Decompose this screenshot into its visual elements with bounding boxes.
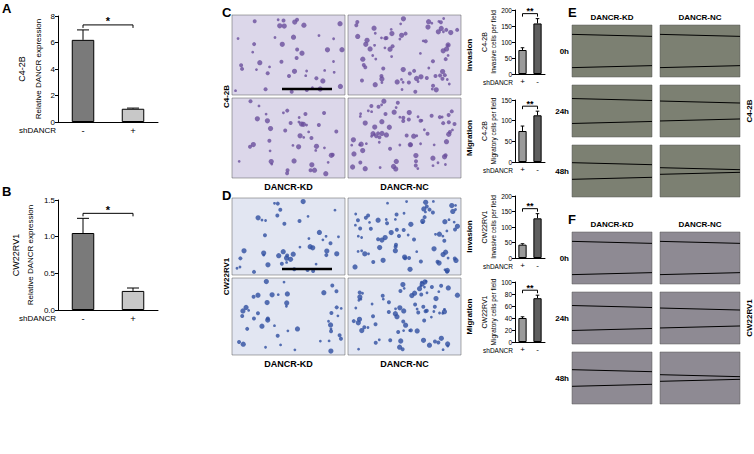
svg-text:*: * xyxy=(106,204,111,216)
svg-text:*: * xyxy=(106,15,111,27)
svg-text:D: D xyxy=(222,188,231,203)
svg-text:DANCR-NC: DANCR-NC xyxy=(678,13,721,22)
svg-text:2: 2 xyxy=(51,91,56,100)
svg-text:20: 20 xyxy=(505,327,513,334)
svg-text:-: - xyxy=(536,261,539,270)
svg-text:150: 150 xyxy=(501,97,512,104)
svg-text:shDANCR: shDANCR xyxy=(483,347,513,354)
svg-text:Migration: Migration xyxy=(465,120,474,156)
svg-text:-: - xyxy=(536,345,539,354)
svg-text:Relative DANCR expression: Relative DANCR expression xyxy=(34,19,43,119)
svg-text:F: F xyxy=(568,212,576,227)
svg-text:C4-2B: C4-2B xyxy=(222,85,231,108)
svg-text:DANCR-KD: DANCR-KD xyxy=(590,220,633,229)
svg-text:1.0: 1.0 xyxy=(44,232,56,241)
svg-text:200: 200 xyxy=(501,193,512,200)
svg-text:50: 50 xyxy=(505,239,513,246)
svg-text:shDANCR: shDANCR xyxy=(483,79,513,86)
svg-text:-: - xyxy=(81,125,84,136)
svg-text:150: 150 xyxy=(501,208,512,215)
svg-text:DANCR-NC: DANCR-NC xyxy=(380,359,429,369)
svg-text:0h: 0h xyxy=(560,47,569,56)
svg-text:DANCR-KD: DANCR-KD xyxy=(264,182,313,192)
svg-text:shDANCR: shDANCR xyxy=(19,126,56,135)
svg-text:200: 200 xyxy=(501,7,512,14)
svg-text:Relative DANCR expression: Relative DANCR expression xyxy=(26,205,35,305)
svg-text:+: + xyxy=(520,165,525,174)
svg-text:C4-2B: C4-2B xyxy=(17,56,27,82)
svg-text:0: 0 xyxy=(508,339,512,346)
svg-text:DANCR-NC: DANCR-NC xyxy=(678,220,721,229)
svg-text:0: 0 xyxy=(508,159,512,166)
svg-text:shDANCR: shDANCR xyxy=(483,263,513,270)
svg-text:+: + xyxy=(520,77,525,86)
svg-text:+: + xyxy=(130,313,136,324)
svg-text:CW22RV1: CW22RV1 xyxy=(481,295,488,328)
svg-text:80: 80 xyxy=(505,291,513,298)
svg-text:A: A xyxy=(2,1,12,16)
svg-text:Migratory cells per field: Migratory cells per field xyxy=(490,278,498,345)
svg-text:60: 60 xyxy=(505,303,513,310)
svg-text:shDANCR: shDANCR xyxy=(483,167,513,174)
svg-text:40: 40 xyxy=(505,315,513,322)
svg-text:0h: 0h xyxy=(560,254,569,263)
svg-text:DANCR-NC: DANCR-NC xyxy=(380,182,429,192)
svg-text:C4-2B: C4-2B xyxy=(481,32,488,52)
svg-text:DANCR-KD: DANCR-KD xyxy=(264,359,313,369)
svg-text:CW22RV1: CW22RV1 xyxy=(481,210,488,243)
svg-text:**: ** xyxy=(526,283,534,293)
svg-text:Invasive cells per field: Invasive cells per field xyxy=(490,10,498,74)
svg-text:Invasion: Invasion xyxy=(465,220,474,253)
svg-text:B: B xyxy=(2,184,11,199)
svg-text:150: 150 xyxy=(501,23,512,30)
svg-text:-: - xyxy=(81,313,84,324)
svg-text:8: 8 xyxy=(51,12,56,21)
svg-text:100: 100 xyxy=(501,117,512,124)
svg-text:50: 50 xyxy=(505,138,513,145)
svg-text:0: 0 xyxy=(51,118,56,127)
svg-text:50: 50 xyxy=(505,55,513,62)
svg-text:0: 0 xyxy=(508,71,512,78)
svg-text:C4-2B: C4-2B xyxy=(745,99,754,122)
svg-text:24h: 24h xyxy=(555,314,569,323)
svg-text:C: C xyxy=(222,5,232,20)
svg-text:CW22RV1: CW22RV1 xyxy=(11,234,21,276)
svg-text:+: + xyxy=(520,261,525,270)
svg-text:Invasion: Invasion xyxy=(465,39,474,72)
svg-text:Invasive cells per field: Invasive cells per field xyxy=(490,195,498,259)
svg-text:Migration: Migration xyxy=(465,298,474,334)
svg-text:**: ** xyxy=(526,201,534,211)
svg-text:**: ** xyxy=(526,99,534,109)
svg-text:CW22RV1: CW22RV1 xyxy=(745,299,754,337)
svg-text:100: 100 xyxy=(501,224,512,231)
svg-text:100: 100 xyxy=(501,279,512,286)
svg-text:Migratory cells per field: Migratory cells per field xyxy=(490,97,498,164)
svg-text:1.5: 1.5 xyxy=(44,196,56,205)
svg-text:48h: 48h xyxy=(555,374,569,383)
svg-text:100: 100 xyxy=(501,39,512,46)
svg-text:4: 4 xyxy=(51,65,56,74)
svg-text:DANCR-KD: DANCR-KD xyxy=(590,13,633,22)
svg-text:CW22RV1: CW22RV1 xyxy=(222,257,231,295)
svg-text:**: ** xyxy=(526,6,534,16)
svg-text:48h: 48h xyxy=(555,167,569,176)
svg-text:-: - xyxy=(536,77,539,86)
svg-text:E: E xyxy=(568,5,577,20)
svg-text:0.5: 0.5 xyxy=(44,269,56,278)
svg-text:C4-2B: C4-2B xyxy=(481,121,488,141)
svg-text:+: + xyxy=(520,345,525,354)
svg-text:-: - xyxy=(536,165,539,174)
svg-text:24h: 24h xyxy=(555,107,569,116)
svg-text:0: 0 xyxy=(508,255,512,262)
svg-text:6: 6 xyxy=(51,38,56,47)
svg-text:+: + xyxy=(130,125,136,136)
svg-text:0.0: 0.0 xyxy=(44,306,56,315)
svg-text:shDANCR: shDANCR xyxy=(19,314,56,323)
